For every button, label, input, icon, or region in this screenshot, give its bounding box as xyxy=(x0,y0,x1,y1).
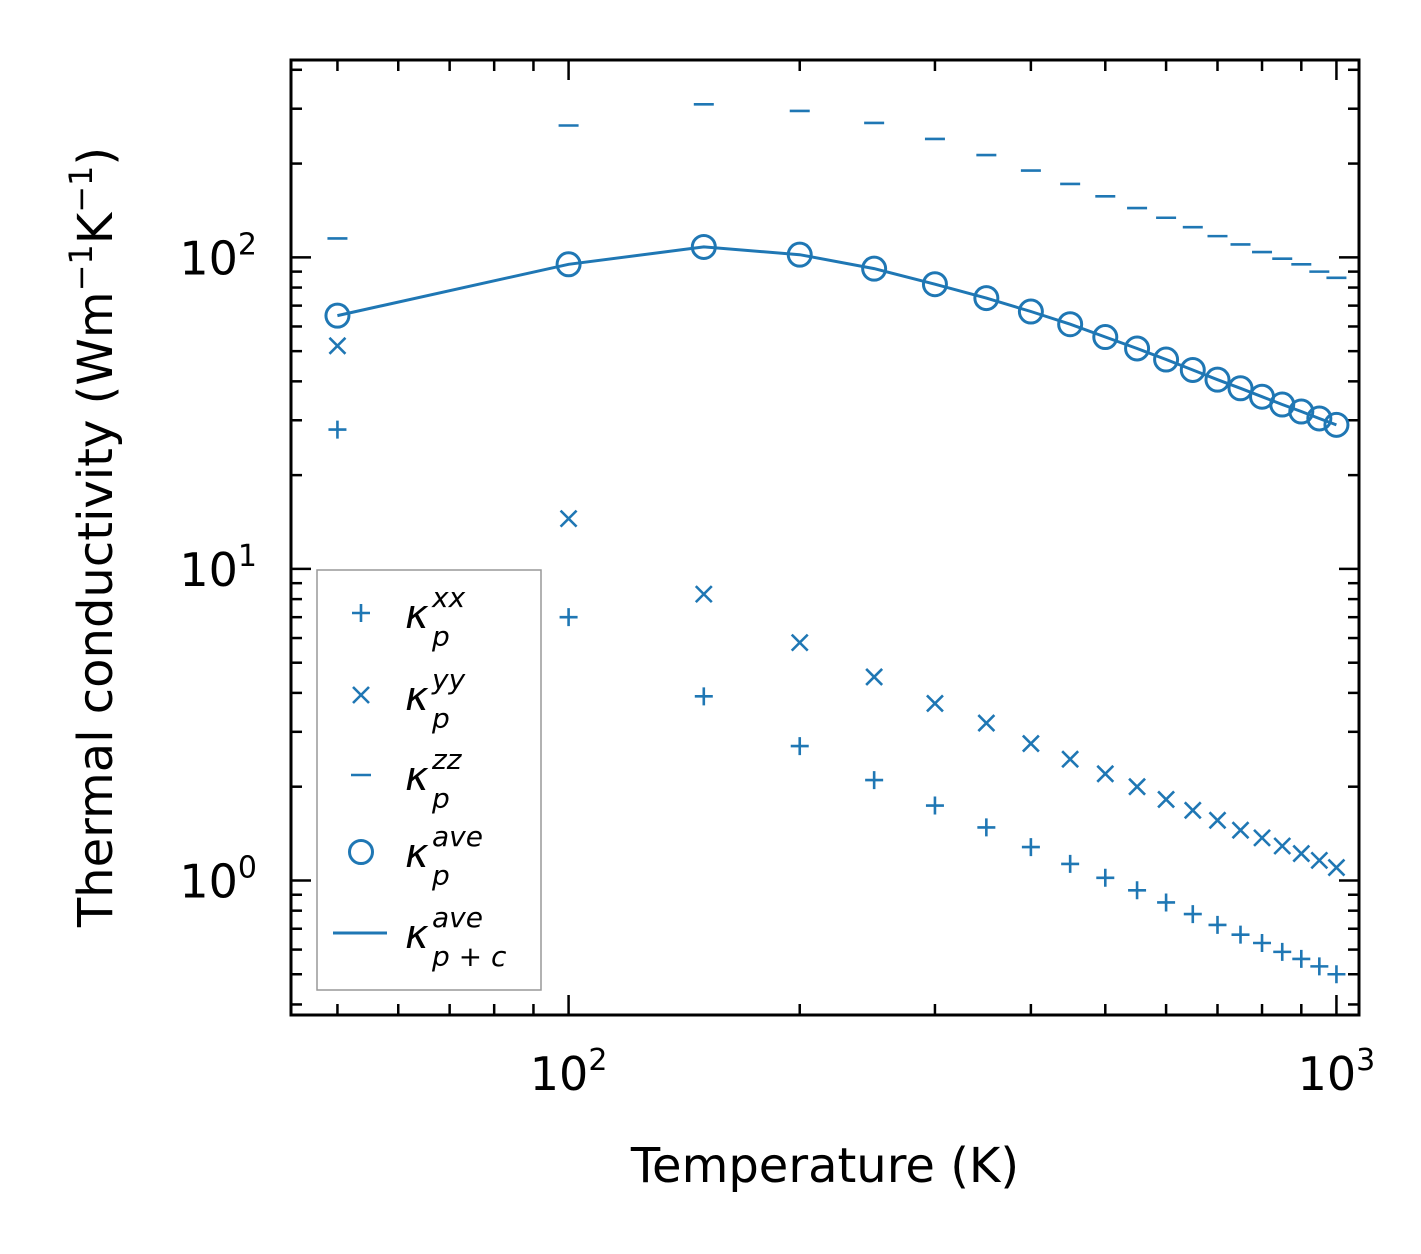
data-point-plus xyxy=(1021,838,1040,857)
data-point-plus xyxy=(1273,942,1292,961)
data-point-x xyxy=(865,668,884,686)
data-point-circle xyxy=(690,233,717,260)
data-point-plus xyxy=(1208,915,1227,934)
x-tick-label: 102 xyxy=(530,1043,608,1101)
plot-frame xyxy=(289,58,1361,1017)
legend-entry-hline: κ zz p xyxy=(351,743,463,815)
data-point-x xyxy=(1327,858,1346,877)
data-point-x xyxy=(1183,801,1202,820)
y-axis-label-close: ) xyxy=(68,147,124,166)
data-point-x xyxy=(1208,811,1227,830)
data-point-plus xyxy=(694,687,713,706)
x-axis-label: Temperature (K) xyxy=(630,1138,1019,1194)
y-axis-label-main: Thermal conductivity (Wm xyxy=(68,291,124,928)
data-point-circle xyxy=(1092,324,1119,351)
data-point-circle xyxy=(324,302,351,329)
data-point-circle xyxy=(1204,366,1231,393)
data-point-plus xyxy=(790,737,809,756)
data-point-x xyxy=(1292,844,1311,863)
legend-entry-circle: κ ave p xyxy=(348,820,483,892)
data-point-x xyxy=(1096,764,1115,783)
legend-label: κ ave p xyxy=(405,820,483,892)
data-point-plus xyxy=(1096,868,1115,887)
y-axis-label-k-exponent: −1 xyxy=(62,166,100,213)
legend-label: κ zz p xyxy=(405,743,463,815)
data-point-x xyxy=(694,585,713,604)
data-point-x xyxy=(328,336,347,355)
legend-entry-x: κ yy p xyxy=(352,663,466,735)
y-axis-label: Thermal conductivity (Wm−1K−1) xyxy=(62,147,124,928)
x-tick-label: 103 xyxy=(1298,1043,1376,1101)
data-point-x xyxy=(977,714,996,733)
data-point-circle xyxy=(921,271,948,298)
legend-label: κ xx p xyxy=(405,581,466,653)
y-tick-label: 101 xyxy=(179,539,257,597)
data-point-x xyxy=(1021,734,1040,753)
legend-label: κ yy p xyxy=(405,663,466,735)
data-point-circle xyxy=(1306,405,1333,432)
legend-symbol-circle xyxy=(348,839,374,865)
data-point-plus xyxy=(1231,925,1250,944)
data-point-circle xyxy=(1288,398,1315,425)
data-point-circle xyxy=(973,285,1000,312)
legend-label: κ ave p + c xyxy=(405,901,507,973)
data-point-x xyxy=(1061,750,1080,769)
series-circle xyxy=(324,233,1350,438)
data-point-plus xyxy=(1292,949,1311,968)
y-axis-label-k: K xyxy=(68,211,124,244)
series-hline xyxy=(327,102,1347,280)
data-point-circle xyxy=(555,251,582,278)
data-point-x xyxy=(1253,828,1271,847)
data-point-plus xyxy=(925,796,944,815)
data-point-x xyxy=(1273,837,1292,855)
data-point-plus xyxy=(1327,965,1346,984)
legend: κ xx p κ yy p κ zz pκ ave p κ ave p + c xyxy=(316,569,542,991)
legend-symbol-x xyxy=(352,686,370,704)
data-point-circle xyxy=(1323,411,1350,438)
data-point-x xyxy=(1157,790,1176,809)
data-point-x xyxy=(559,509,578,528)
data-point-x xyxy=(790,633,809,652)
data-point-circle xyxy=(1227,375,1254,402)
legend-box xyxy=(316,569,542,991)
y-axis-label-m-exponent: −1 xyxy=(62,244,100,291)
svg-text:Thermal conductivity (Wm−1K−1): Thermal conductivity (Wm−1K−1) xyxy=(62,147,124,928)
data-point-plus xyxy=(977,818,996,837)
data-point-plus xyxy=(1183,905,1202,924)
data-point-circle xyxy=(1017,298,1044,325)
data-point-plus xyxy=(1061,854,1080,873)
data-point-x xyxy=(926,694,944,713)
data-point-x xyxy=(1231,821,1250,840)
data-point-plus xyxy=(328,420,347,439)
y-tick-label: 100 xyxy=(179,850,257,908)
data-point-plus xyxy=(1253,933,1272,952)
data-point-circle xyxy=(861,255,888,282)
data-point-plus xyxy=(865,771,884,790)
axis-ticks xyxy=(291,60,1359,1015)
legend-symbol-plus xyxy=(352,604,370,622)
data-point-circle xyxy=(786,241,813,268)
data-point-circle xyxy=(1057,311,1084,338)
data-series xyxy=(324,102,1350,984)
data-point-x xyxy=(1310,851,1329,870)
y-tick-label: 102 xyxy=(179,227,257,285)
data-point-plus xyxy=(1310,957,1329,976)
data-point-circle xyxy=(1124,335,1151,362)
data-point-plus xyxy=(1157,893,1176,912)
data-point-circle xyxy=(1153,346,1180,373)
data-point-plus xyxy=(559,608,578,627)
data-point-circle xyxy=(1179,356,1206,383)
data-point-x xyxy=(1128,777,1146,796)
legend-entry-line: κ ave p + c xyxy=(333,901,507,973)
data-point-plus xyxy=(1128,881,1147,900)
series-x xyxy=(328,336,1346,877)
legend-entry-plus: κ xx p xyxy=(352,581,466,653)
axis-tick-labels: 102 103 100 101 102 xyxy=(179,227,1375,1101)
series-plus xyxy=(328,420,1346,984)
